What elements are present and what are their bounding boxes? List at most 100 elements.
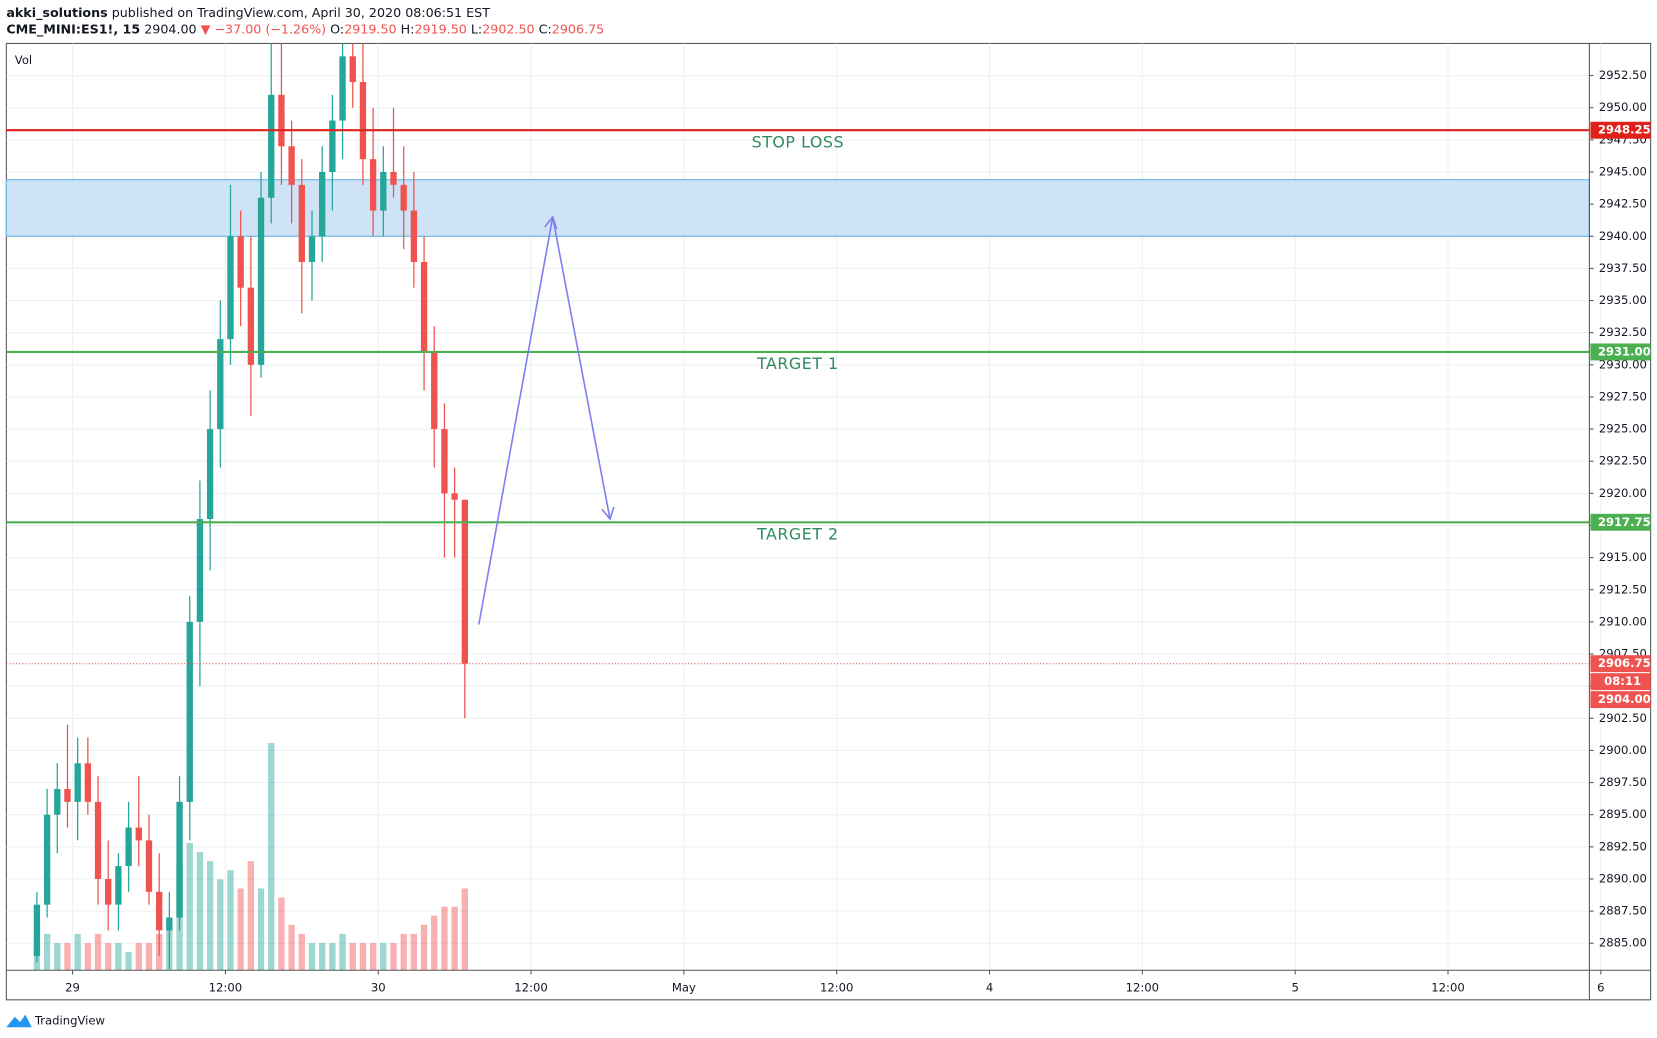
candle-body: [176, 801, 183, 918]
volume-bar: [319, 942, 326, 971]
candle-body: [237, 236, 244, 288]
volume-bar: [196, 852, 204, 971]
countdown-bg: [1590, 673, 1651, 691]
y-tick-label: 2895.00: [1599, 807, 1647, 821]
price-tag: [1590, 655, 1651, 673]
volume-bar: [461, 888, 468, 971]
candle-body: [43, 814, 51, 905]
brand: TradingView: [34, 1013, 105, 1027]
candle-body: [74, 763, 81, 802]
price-tag: [1590, 343, 1651, 361]
x-tick-label: May: [672, 981, 696, 995]
volume-bar: [339, 933, 346, 971]
x-tick-label: 5: [1291, 981, 1298, 995]
volume-bar: [380, 942, 387, 971]
candle-body: [54, 788, 61, 815]
volume-bar: [257, 888, 265, 971]
volume-bar: [94, 933, 102, 971]
x-tick-label: 30: [371, 981, 386, 995]
candle-body: [380, 171, 387, 211]
header-line-2: CME_MINI:ES1!, 15 2904.00 ▼ −37.00 (−1.2…: [6, 21, 604, 37]
y-tick-label: 2897.50: [1599, 775, 1647, 789]
price-tag: [1590, 513, 1651, 531]
price-tag: [1590, 691, 1651, 709]
candle-body: [84, 763, 92, 802]
candle-body: [94, 801, 102, 879]
y-tick-label: 2930.00: [1599, 357, 1647, 371]
candle-body: [257, 197, 265, 365]
y-tick-label: 2910.00: [1599, 614, 1647, 628]
volume-bar: [135, 942, 142, 971]
y-tick-label: 2927.50: [1599, 389, 1647, 403]
candles: [33, 43, 468, 971]
volume-bar: [400, 933, 407, 971]
volume-bar: [329, 942, 336, 971]
y-tick-label: 2887.50: [1599, 904, 1647, 918]
volume-bar: [441, 906, 448, 971]
volume-bar: [451, 906, 458, 971]
y-tick-label: 2942.50: [1599, 197, 1647, 211]
candle-body: [166, 917, 173, 931]
price-tag-label: 2948.25: [1598, 123, 1651, 137]
candle-body: [369, 159, 377, 211]
candle-body: [33, 904, 41, 957]
volume-bar: [105, 942, 112, 971]
y-tick-label: 2922.50: [1599, 454, 1647, 468]
y-tick-label: 2952.50: [1599, 68, 1647, 82]
candle-body: [298, 184, 305, 262]
publisher: akki_solutions: [6, 4, 107, 20]
arrow-head: [601, 506, 615, 521]
volume-bar: [115, 942, 122, 971]
volume-bar: [237, 888, 244, 971]
candle-body: [135, 827, 142, 841]
candle-body: [400, 184, 407, 211]
arrow-head: [544, 215, 558, 230]
close: 2906.75: [552, 21, 604, 36]
price-tag-label: 2917.75: [1598, 515, 1651, 529]
candle-body: [155, 891, 163, 931]
price-tag-label: 2904.00: [1598, 692, 1651, 706]
open: 2919.50: [344, 21, 396, 36]
candle-body: [64, 788, 71, 802]
volume-bar: [247, 861, 255, 971]
candle-body: [206, 429, 214, 520]
volume-bar: [369, 942, 377, 971]
volume-bar: [410, 933, 418, 971]
volume-bar: [278, 897, 285, 971]
price-tag-label: 2906.75: [1598, 656, 1651, 670]
published: published on TradingView.com, April 30, …: [112, 4, 490, 19]
low-label: L:: [471, 21, 482, 36]
high-label: H:: [401, 21, 415, 36]
low: 2902.50: [482, 21, 534, 36]
candle-body: [319, 171, 326, 237]
x-tick-label: 12:00: [1431, 981, 1464, 995]
x-tick-label: 4: [986, 981, 993, 995]
y-tick-label: 2915.00: [1599, 550, 1647, 564]
volume-bar: [43, 933, 51, 971]
candle-body: [186, 621, 193, 802]
candle-body: [308, 236, 316, 262]
y-tick-label: 2925.00: [1599, 422, 1647, 436]
y-tick-label: 2912.50: [1599, 582, 1647, 596]
level-name: TARGET 1: [756, 354, 839, 373]
candle-body: [247, 287, 255, 365]
level-name: TARGET 2: [756, 524, 839, 543]
candle-body: [288, 146, 295, 185]
volume-bar: [288, 924, 295, 971]
candle-body: [441, 429, 448, 494]
candle-body: [451, 493, 458, 500]
y-tick-label: 2940.00: [1599, 229, 1647, 243]
volume-bar: [54, 942, 61, 971]
y-tick-label: 2935.00: [1599, 293, 1647, 307]
volume-bar: [431, 915, 438, 971]
volume-bar: [217, 879, 224, 971]
candle-body: [278, 94, 285, 147]
candle-body: [420, 261, 428, 352]
close-label: C:: [539, 21, 552, 36]
volume-bar: [125, 952, 132, 971]
x-tick-label: 12:00: [820, 981, 853, 995]
countdown: 08:11: [1604, 674, 1641, 688]
candle-body: [431, 351, 438, 430]
x-tick-label: 12:00: [1126, 981, 1159, 995]
